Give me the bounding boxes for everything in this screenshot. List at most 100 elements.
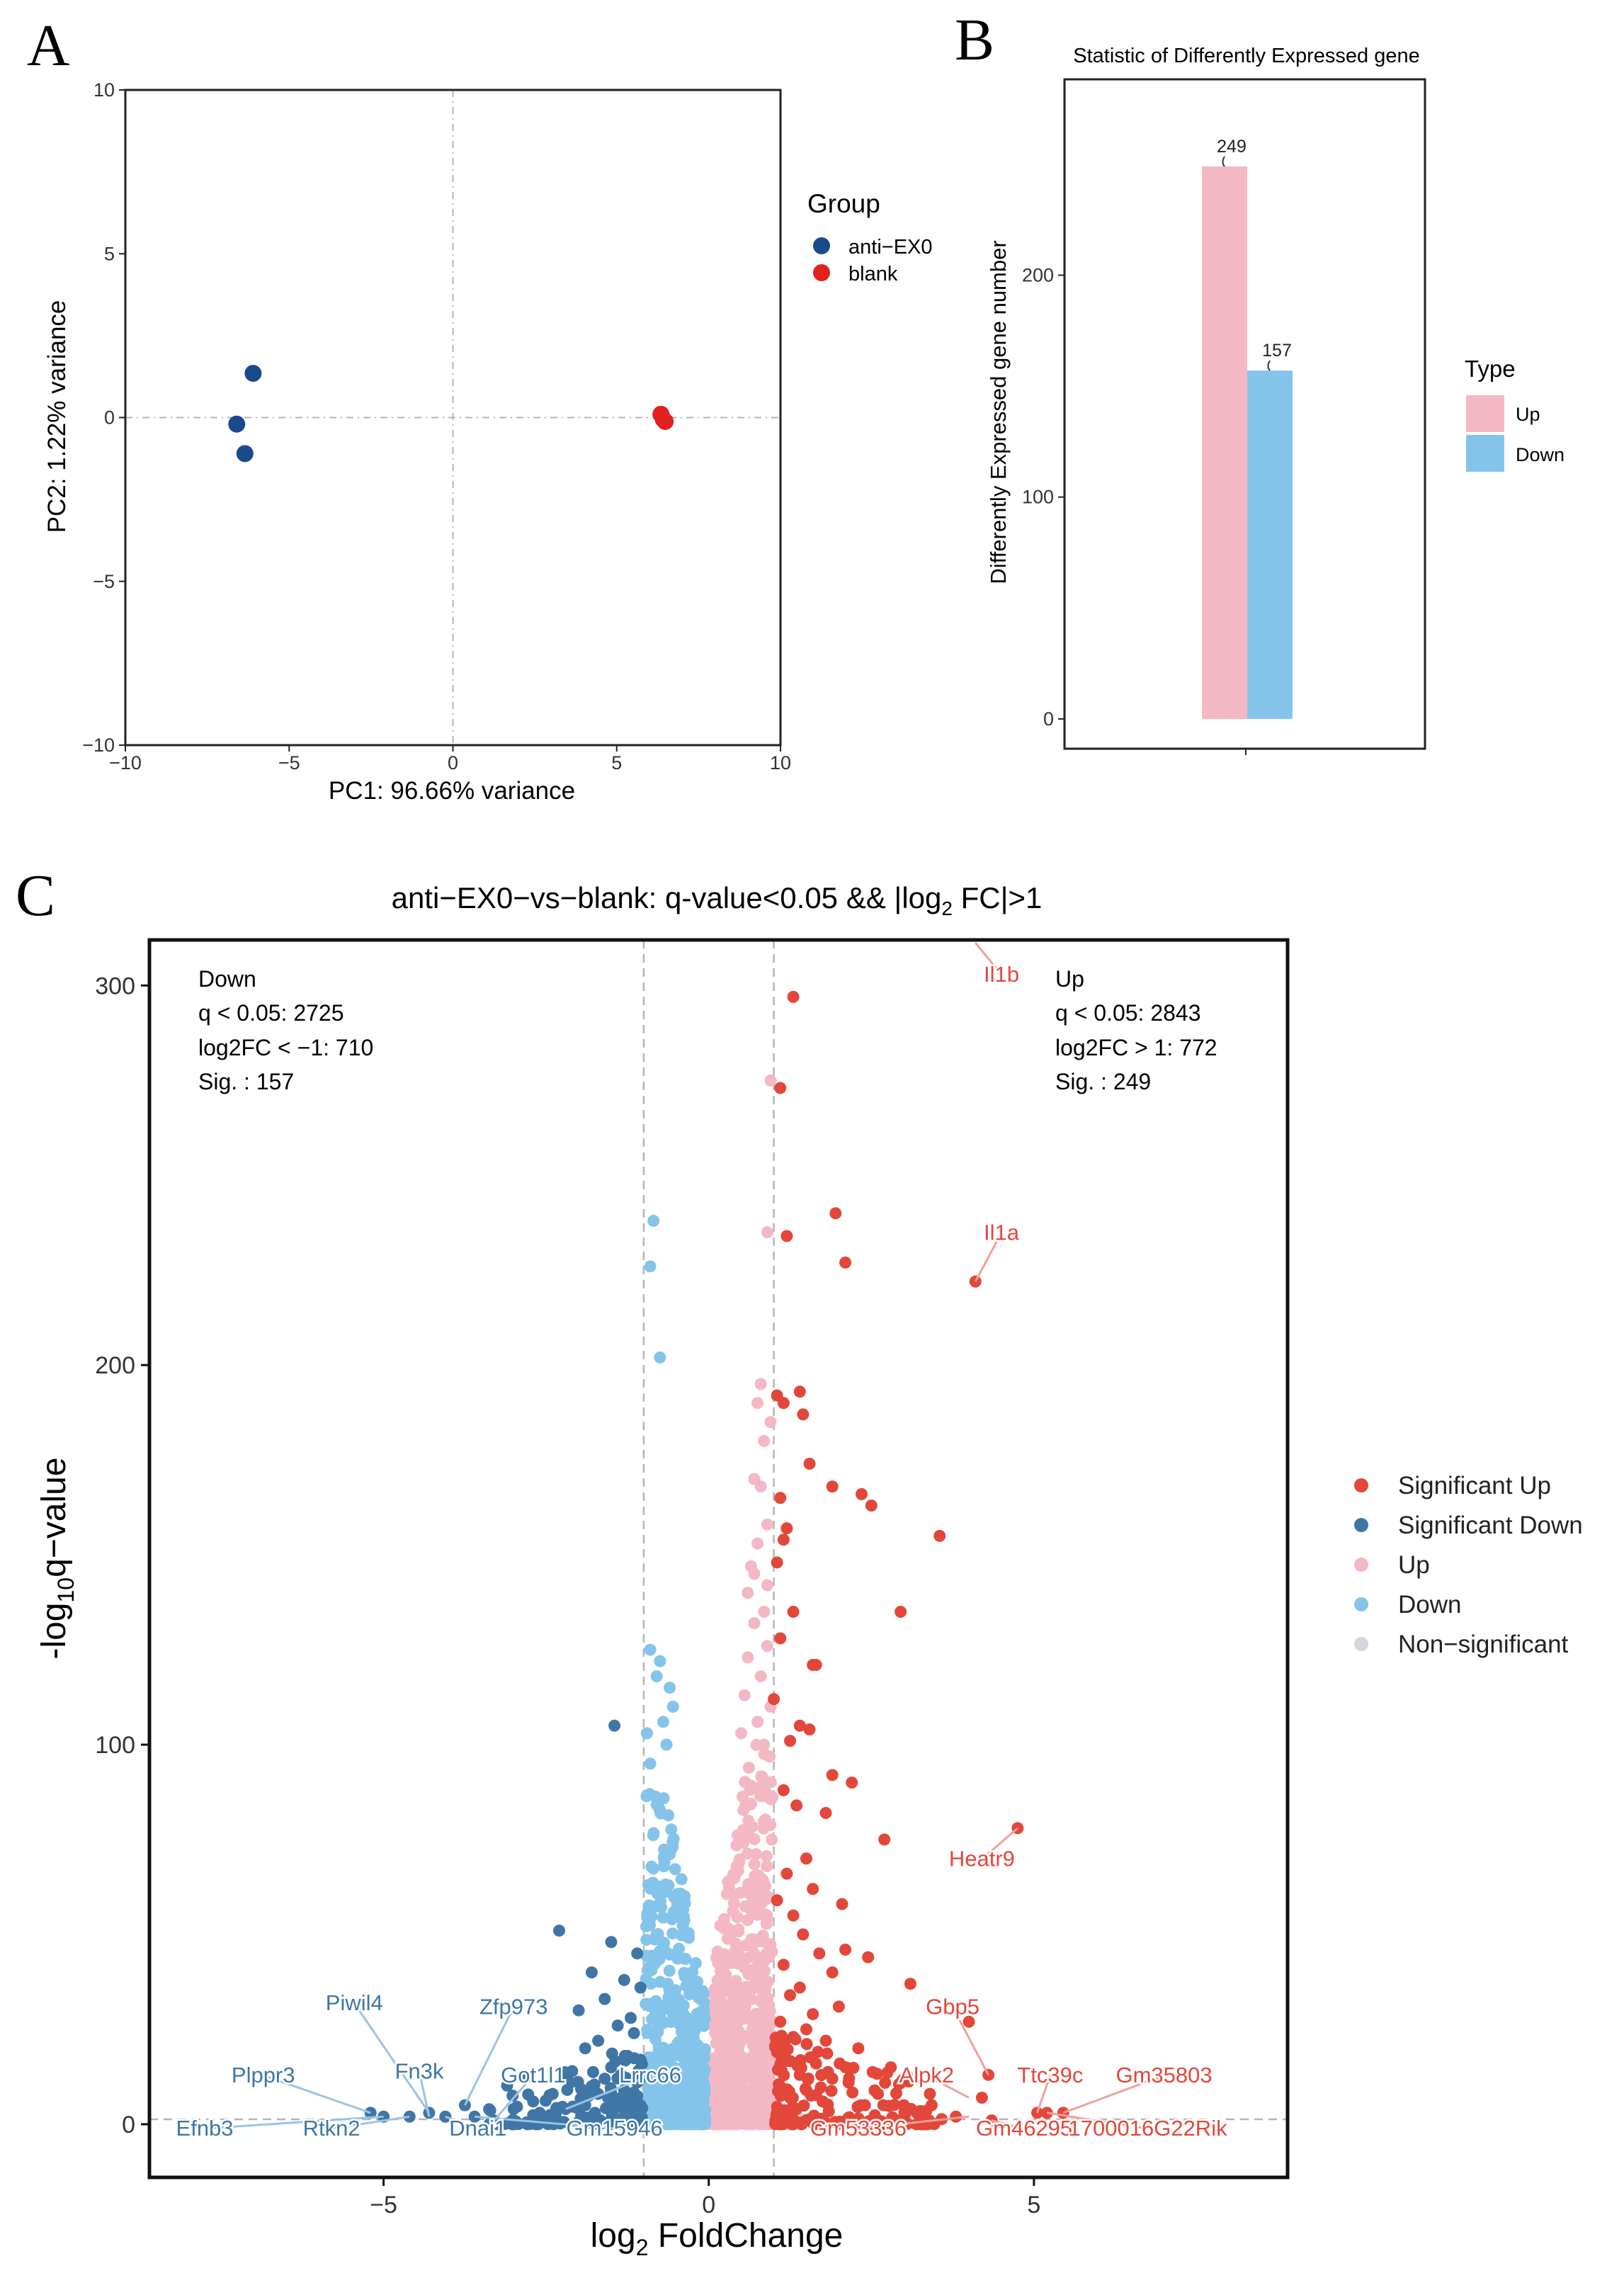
gene-label-1700016g22rik: 1700016G22Rik — [1069, 2116, 1228, 2141]
up-point — [741, 1914, 754, 1927]
down-point — [645, 2059, 658, 2072]
sig-down-point — [598, 2073, 611, 2085]
sig-up-point — [819, 2034, 832, 2047]
volcano-legend: Significant Up Significant Down Up Down Non−… — [1354, 1472, 1583, 1658]
up-point — [732, 1923, 745, 1936]
up-point — [727, 1897, 740, 1910]
bar-legend-key-down — [1466, 435, 1504, 472]
up-point — [738, 1689, 751, 1701]
gene-label-leader — [926, 2074, 970, 2099]
sig-up-point — [856, 1487, 868, 1500]
down-point — [683, 1975, 696, 1988]
volcano-title: anti−EX0−vs−blank: q-value<0.05 && |log2… — [392, 881, 1043, 919]
sig-up-point — [839, 1257, 852, 1269]
sig-up-point — [803, 1723, 816, 1736]
sig-up-point — [768, 1693, 780, 1706]
up-point — [742, 1651, 754, 1664]
gene-label-leader — [981, 1827, 1018, 1860]
sig-up-point — [879, 2076, 892, 2089]
gene-label-gm35803: Gm35803 — [1115, 2063, 1212, 2087]
volcano-legend-label: Up — [1398, 1551, 1430, 1579]
deg-bar-chart: Statistic of Differently Expressed gene … — [986, 45, 1565, 755]
down-annotation-line-3: log2FC < −1: 710 — [198, 1035, 373, 1060]
down-point — [657, 2041, 670, 2054]
sig-up-point — [776, 2109, 788, 2122]
sig-up-point — [807, 2008, 819, 2021]
gene-label-got1l1: Got1l1 — [501, 2063, 565, 2087]
up-point — [711, 1974, 724, 1987]
sig-up-point — [834, 2057, 846, 2070]
sig-up-point — [774, 1082, 787, 1094]
sig-up-point — [816, 2095, 829, 2108]
volcano-legend-key — [1354, 1558, 1368, 1572]
sig-up-point — [797, 1928, 810, 1941]
bar-label-leader — [1267, 360, 1271, 371]
volcano-legend-label: Down — [1398, 1591, 1461, 1619]
up-point — [760, 1850, 773, 1863]
sig-down-point — [572, 2004, 585, 2017]
pca-legend-title: Group — [807, 189, 880, 218]
sig-up-point — [821, 2047, 834, 2060]
sig-up-point — [775, 2029, 788, 2042]
down-annotation-line-2: q < 0.05: 2725 — [198, 1000, 344, 1026]
sig-down-point — [615, 2068, 628, 2081]
gene-label-dnai1: Dnai1 — [449, 2116, 506, 2141]
bar-legend-label-down: Down — [1516, 444, 1565, 465]
pca-x-tick-label: 0 — [448, 752, 458, 773]
sig-up-point — [963, 2015, 975, 2028]
up-point — [729, 2110, 742, 2123]
down-point — [689, 1957, 702, 1970]
up-point — [716, 1985, 729, 1997]
volcano-y-tick-label: 200 — [95, 1352, 135, 1379]
pca-y-axis-label: PC2: 1.22% variance — [43, 300, 71, 533]
up-point — [761, 1579, 773, 1592]
up-point — [764, 1416, 777, 1429]
up-point — [758, 1738, 771, 1751]
up-point — [721, 2077, 734, 2090]
sig-down-point — [533, 2107, 546, 2119]
down-point — [657, 1911, 669, 1924]
volcano-legend-label: Significant Up — [1398, 1472, 1551, 1500]
sig-up-point — [858, 2099, 871, 2112]
up-point — [737, 2097, 749, 2109]
sig-up-point — [784, 1989, 797, 2002]
sig-up-point — [842, 2076, 855, 2089]
gene-label-leader — [445, 2115, 479, 2130]
up-annotation-line-2: q < 0.05: 2843 — [1055, 1000, 1201, 1026]
up-point — [748, 1617, 761, 1630]
up-point — [751, 1886, 764, 1898]
sig-up-point — [822, 2105, 835, 2118]
up-point — [738, 1992, 751, 2005]
up-annotation-line-3: log2FC > 1: 772 — [1055, 1035, 1217, 1060]
sig-up-point — [800, 2084, 812, 2097]
down-point — [667, 2101, 680, 2114]
sig-up-point — [800, 2023, 812, 2036]
sig-down-point — [608, 2103, 621, 2116]
up-point — [742, 2065, 755, 2078]
sig-down-point — [605, 1936, 618, 1949]
sig-up-point — [793, 1385, 806, 1398]
sig-up-point — [975, 2091, 988, 2104]
sig-up-point — [904, 1978, 916, 1990]
gene-label-leader — [991, 2119, 1025, 2130]
sig-up-point — [780, 1867, 793, 1880]
gene-label-leader — [353, 2002, 431, 2114]
down-point — [655, 2104, 668, 2117]
sig-up-point — [777, 1784, 790, 1796]
sig-up-point — [777, 1959, 790, 1971]
sig-up-point — [813, 1947, 826, 1960]
sig-down-point — [546, 2087, 559, 2100]
bar-legend: Type Up Down — [1465, 356, 1565, 472]
pca-legend-key-anti-ex0 — [813, 237, 830, 254]
down-point — [647, 1215, 660, 1228]
down-point — [665, 1823, 678, 1836]
down-point — [666, 1927, 679, 1940]
sig-up-point — [897, 2099, 910, 2112]
sig-up-point — [800, 1852, 812, 1865]
sig-down-point — [608, 1719, 621, 1732]
sig-up-point — [771, 1556, 783, 1569]
sig-up-point — [810, 2057, 822, 2070]
down-point — [686, 2078, 699, 2091]
down-point — [671, 1994, 683, 2007]
up-point — [748, 1946, 761, 1959]
